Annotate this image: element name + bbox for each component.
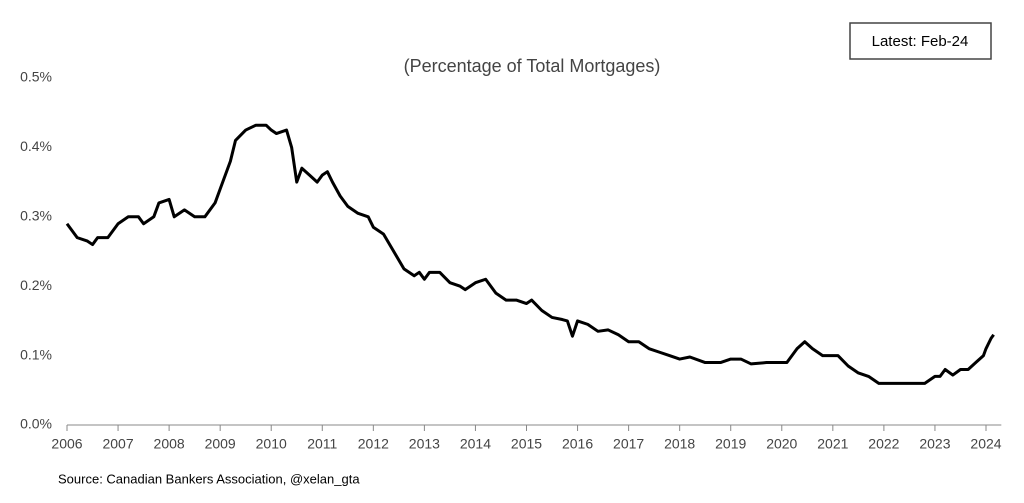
x-tick-label: 2018 [664,436,695,452]
x-tick-label: 2022 [868,436,899,452]
x-tick-label: 2016 [562,436,593,452]
x-tick-label: 2024 [970,436,1001,452]
x-tick-label: 2006 [51,436,82,452]
x-tick-label: 2015 [511,436,542,452]
x-tick-label: 2019 [715,436,746,452]
chart-subtitle: (Percentage of Total Mortgages) [404,56,661,76]
x-tick-label: 2007 [102,436,133,452]
x-tick-label: 2014 [460,436,491,452]
y-tick-label: 0.1% [20,346,52,362]
source: Source: Canadian Bankers Association, @x… [58,471,360,486]
x-tick-label: 2023 [919,436,950,452]
x-tick-label: 2012 [358,436,389,452]
y-tick-label: 0.5% [20,69,52,85]
annotation-box [849,22,992,60]
data-line [65,123,995,385]
x-tick-label: 2017 [613,436,644,452]
x-tick-label: 2011 [307,436,337,452]
x-tick-label: 2008 [154,436,185,452]
x-tick-label: 2010 [256,436,287,452]
x-tick-label: 2013 [409,436,440,452]
annotation: Latest: Feb-24 [872,33,969,50]
y-tick-label: 0.0% [20,416,52,432]
y-tick-label: 0.4% [20,138,52,154]
x-tick-label: 2009 [205,436,236,452]
y-tick-label: 0.2% [20,277,52,293]
x-tick-label: 2020 [766,436,797,452]
x-tick-label: 2021 [817,436,848,452]
y-tick-label: 0.3% [20,208,52,224]
